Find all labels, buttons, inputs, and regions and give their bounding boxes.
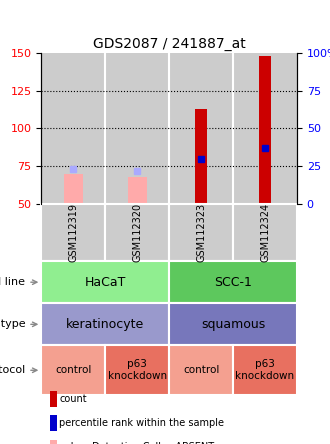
Text: HaCaT: HaCaT (84, 276, 126, 289)
Bar (195, 109, 207, 204)
Text: GSM112320: GSM112320 (132, 203, 142, 262)
FancyBboxPatch shape (169, 261, 297, 303)
Bar (128, 177, 147, 204)
Text: keratinocyte: keratinocyte (66, 318, 144, 331)
Text: GSM112323: GSM112323 (196, 203, 206, 262)
Text: value, Detection Call = ABSENT: value, Detection Call = ABSENT (59, 442, 214, 444)
FancyBboxPatch shape (105, 345, 169, 395)
FancyBboxPatch shape (41, 261, 169, 303)
Bar (105, 53, 169, 204)
FancyBboxPatch shape (50, 440, 57, 444)
Bar (41, 53, 105, 204)
Text: SCC-1: SCC-1 (214, 276, 252, 289)
Text: control: control (55, 365, 91, 375)
FancyBboxPatch shape (233, 204, 297, 261)
Text: cell line: cell line (0, 277, 37, 287)
Text: squamous: squamous (201, 318, 265, 331)
Text: protocol: protocol (0, 365, 37, 375)
FancyBboxPatch shape (50, 391, 57, 407)
FancyBboxPatch shape (105, 204, 169, 261)
FancyBboxPatch shape (41, 345, 105, 395)
Bar (169, 53, 233, 204)
Text: percentile rank within the sample: percentile rank within the sample (59, 418, 224, 428)
FancyBboxPatch shape (50, 416, 57, 431)
Text: GSM112319: GSM112319 (68, 203, 78, 262)
Bar (259, 56, 271, 204)
FancyBboxPatch shape (169, 303, 297, 345)
FancyBboxPatch shape (169, 204, 233, 261)
FancyBboxPatch shape (41, 204, 105, 261)
Bar (64, 174, 83, 204)
Text: p63
knockdown: p63 knockdown (236, 360, 295, 381)
Text: count: count (59, 394, 87, 404)
Text: cell type: cell type (0, 319, 37, 329)
Text: control: control (183, 365, 219, 375)
Text: p63
knockdown: p63 knockdown (108, 360, 167, 381)
FancyBboxPatch shape (233, 345, 297, 395)
Text: GSM112324: GSM112324 (260, 203, 270, 262)
Bar (233, 53, 297, 204)
FancyBboxPatch shape (169, 345, 233, 395)
Title: GDS2087 / 241887_at: GDS2087 / 241887_at (93, 37, 246, 51)
FancyBboxPatch shape (41, 303, 169, 345)
